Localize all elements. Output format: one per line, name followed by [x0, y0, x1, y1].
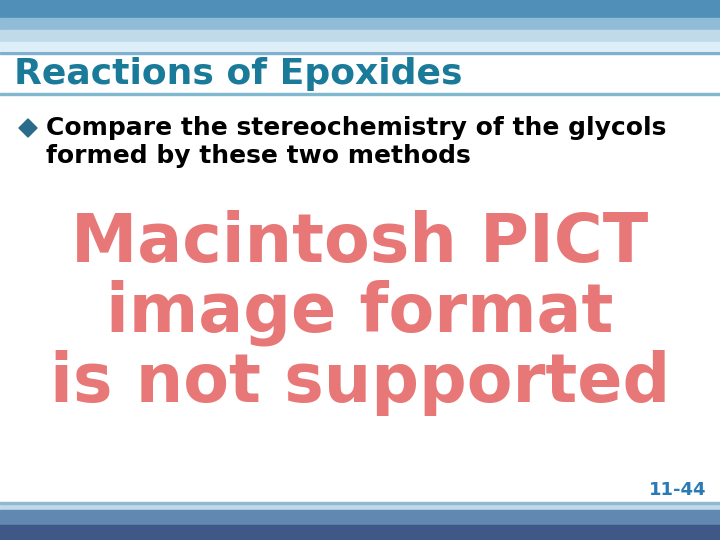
Text: is not supported: is not supported	[50, 350, 670, 416]
Text: Reactions of Epoxides: Reactions of Epoxides	[14, 57, 462, 91]
Text: Macintosh PICT: Macintosh PICT	[71, 210, 649, 276]
Text: image format: image format	[107, 280, 613, 347]
Text: formed by these two methods: formed by these two methods	[46, 144, 471, 168]
Text: Compare the stereochemistry of the glycols: Compare the stereochemistry of the glyco…	[46, 116, 667, 140]
Bar	[0, 30, 720, 42]
Bar	[0, 504, 720, 510]
Bar	[0, 18, 720, 30]
Bar	[0, 93, 720, 95]
Bar	[0, 52, 720, 54]
Bar	[0, 502, 720, 504]
Bar	[0, 525, 720, 540]
Bar	[0, 42, 720, 50]
Bar	[0, 510, 720, 525]
Bar	[0, 0, 720, 18]
Text: 11-44: 11-44	[649, 481, 706, 499]
Polygon shape	[19, 119, 37, 137]
